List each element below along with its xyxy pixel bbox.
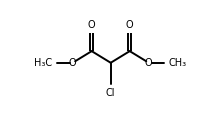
Text: O: O [126, 20, 133, 30]
Text: O: O [88, 20, 95, 30]
Text: H₃C: H₃C [35, 58, 52, 68]
Text: O: O [69, 58, 76, 68]
Text: CH₃: CH₃ [169, 58, 187, 68]
Text: O: O [145, 58, 152, 68]
Text: Cl: Cl [106, 88, 115, 98]
